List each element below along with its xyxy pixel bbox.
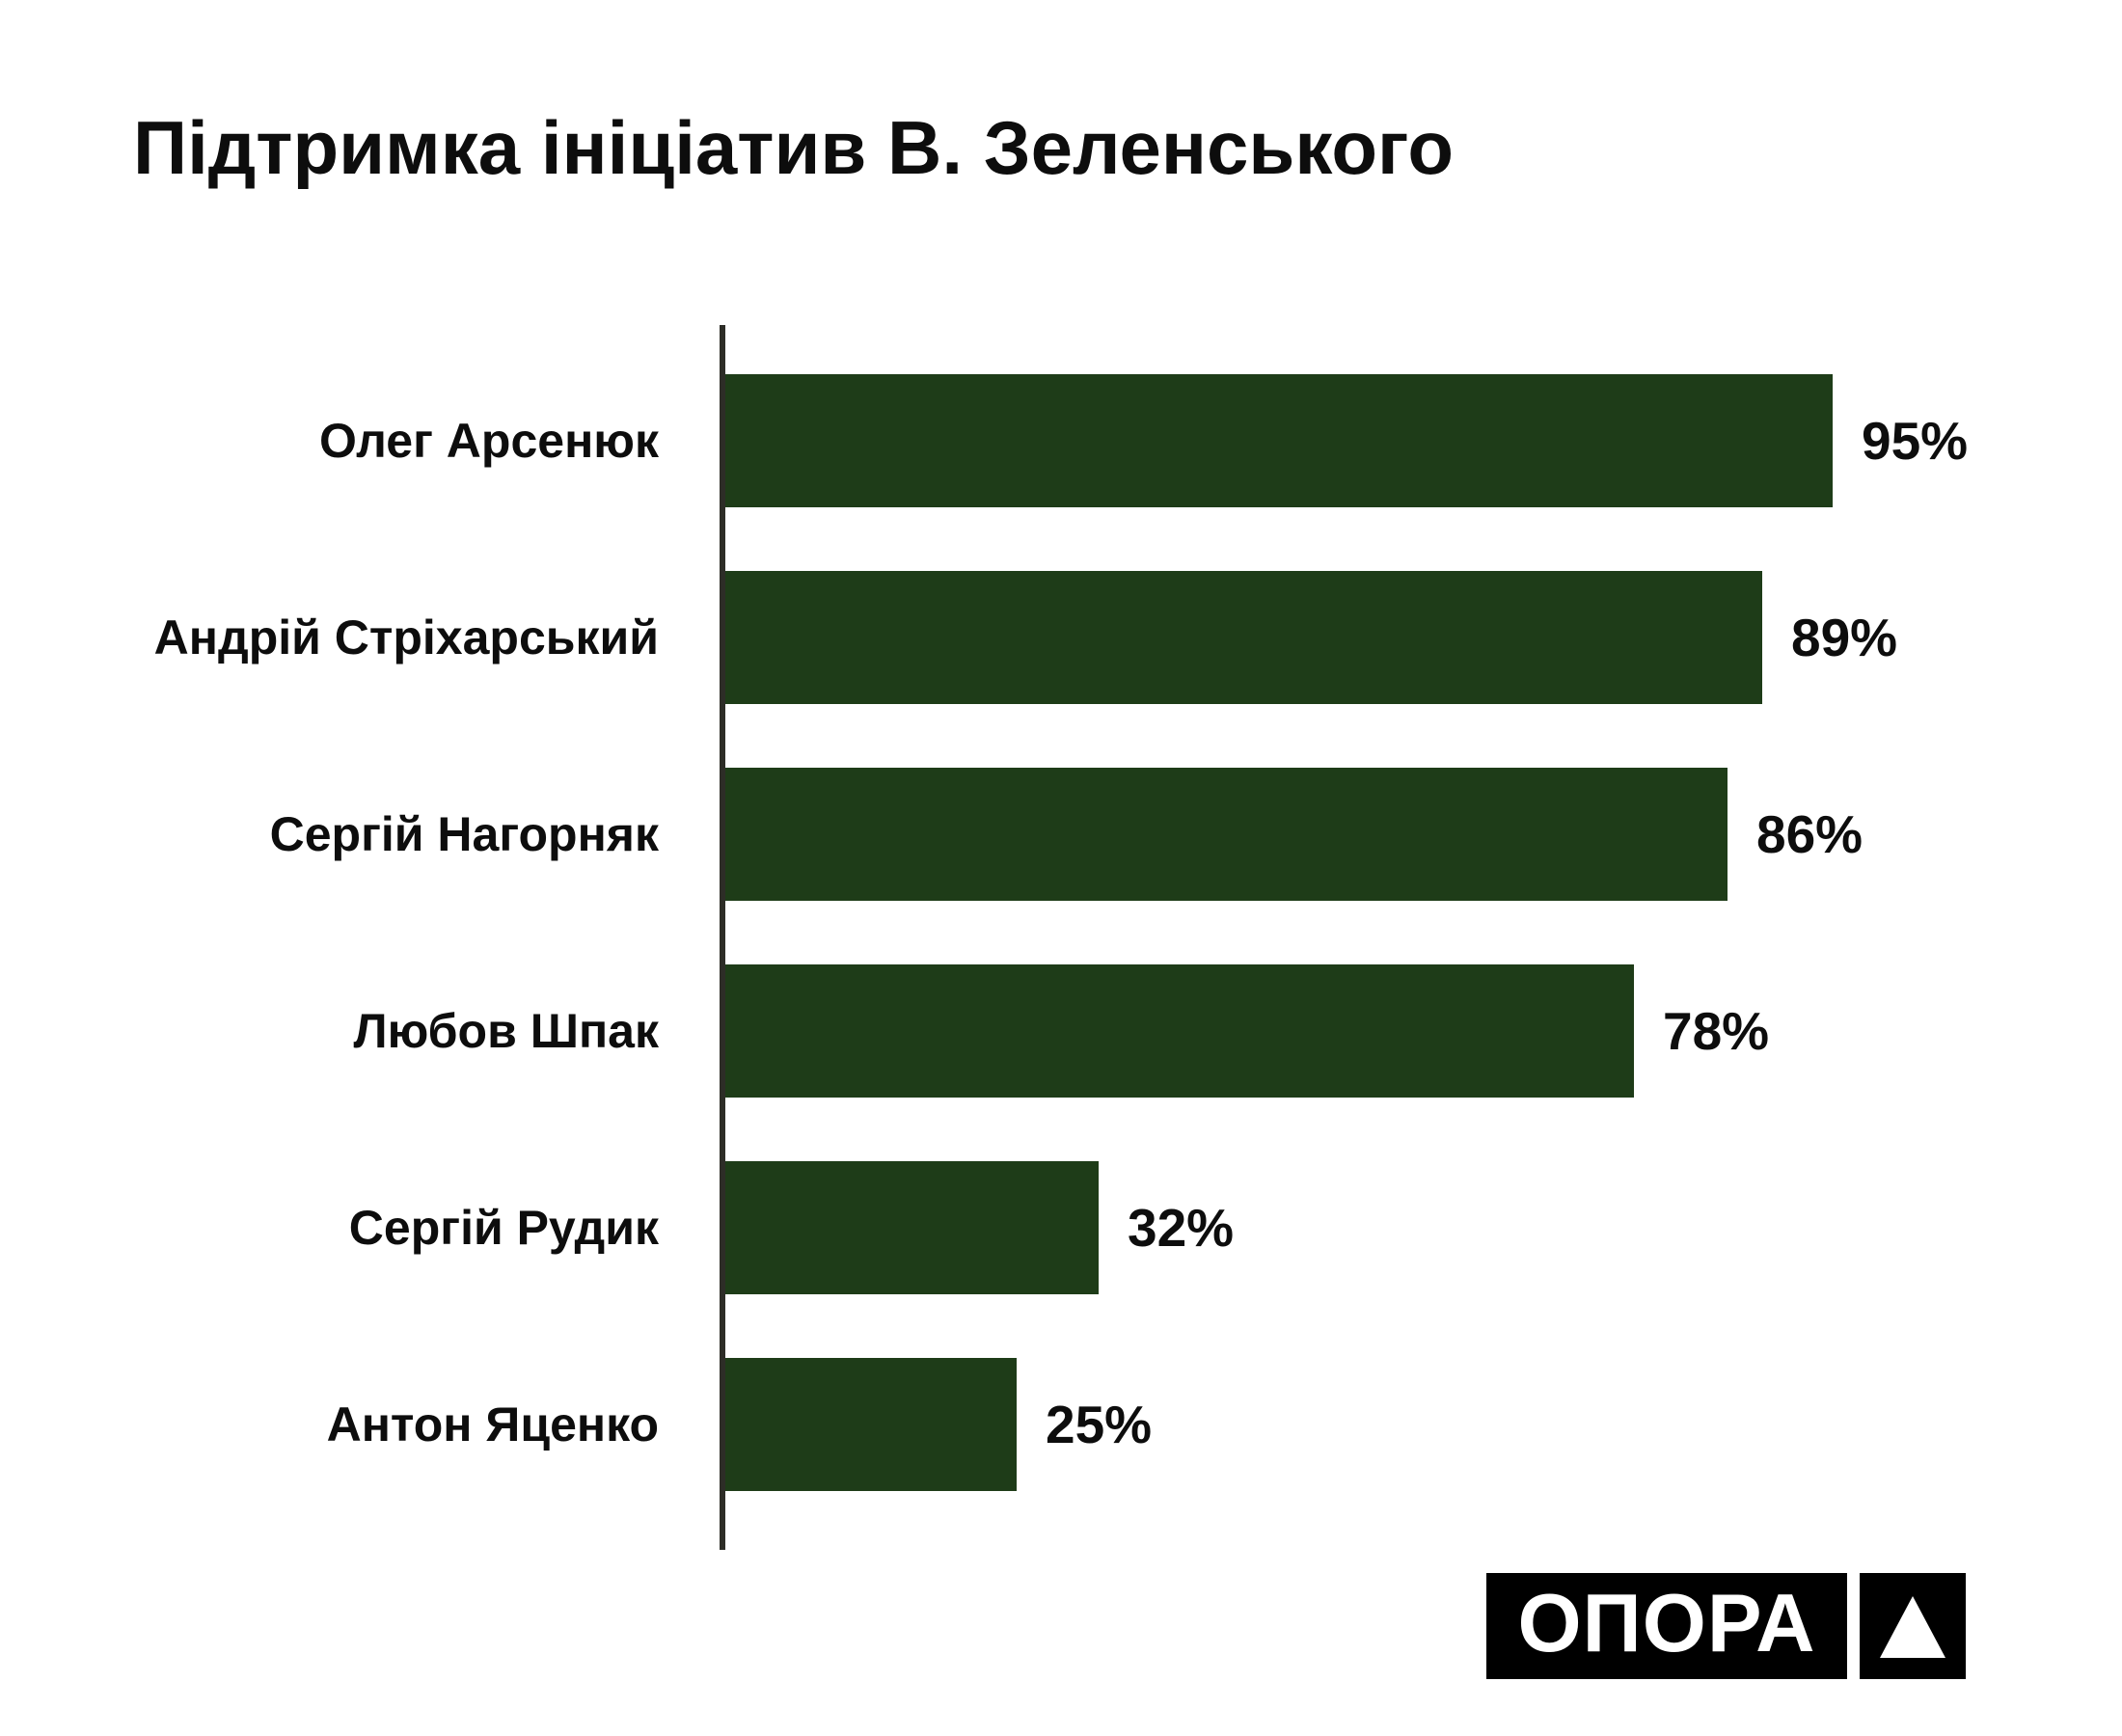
bar-category-label: Антон Яценко bbox=[326, 1397, 659, 1451]
bar-category-label: Андрій Стріхарський bbox=[153, 610, 659, 665]
y-axis-line bbox=[720, 325, 725, 1550]
bar-row: Сергій Рудик 32% bbox=[0, 1161, 2122, 1294]
bar-row: Антон Яценко 25% bbox=[0, 1358, 2122, 1491]
bar bbox=[725, 768, 1728, 901]
opora-logo-wordmark-box: ОПОРА bbox=[1486, 1573, 1847, 1679]
bar bbox=[725, 571, 1762, 704]
bar-category-label: Сергій Нагорняк bbox=[269, 807, 659, 861]
bar-row: Олег Арсенюк 95% bbox=[0, 374, 2122, 507]
opora-logo-symbol-box bbox=[1860, 1573, 1966, 1679]
bar-value-label: 86% bbox=[1756, 804, 1864, 864]
bar-category-label: Любов Шпак bbox=[353, 1004, 659, 1058]
chart-title: Підтримка ініціатив В. Зеленського bbox=[133, 105, 1455, 190]
opora-logo: ОПОРА bbox=[1486, 1573, 1966, 1679]
bar-value-label: 89% bbox=[1791, 608, 1898, 667]
bar bbox=[725, 964, 1634, 1098]
bar-value-label: 78% bbox=[1663, 1001, 1770, 1061]
opora-logo-text: ОПОРА bbox=[1517, 1577, 1816, 1669]
bar bbox=[725, 1161, 1099, 1294]
triangle-up-icon bbox=[1880, 1596, 1945, 1658]
bar-value-label: 95% bbox=[1862, 411, 1969, 471]
bar-row: Любов Шпак 78% bbox=[0, 964, 2122, 1098]
bar-value-label: 32% bbox=[1128, 1198, 1235, 1258]
bar bbox=[725, 374, 1833, 507]
bar-value-label: 25% bbox=[1046, 1395, 1153, 1454]
bar-row: Андрій Стріхарський 89% bbox=[0, 571, 2122, 704]
bar bbox=[725, 1358, 1017, 1491]
bar-category-label: Олег Арсенюк bbox=[318, 414, 659, 468]
bar-category-label: Сергій Рудик bbox=[348, 1201, 659, 1255]
bar-row: Сергій Нагорняк 86% bbox=[0, 768, 2122, 901]
